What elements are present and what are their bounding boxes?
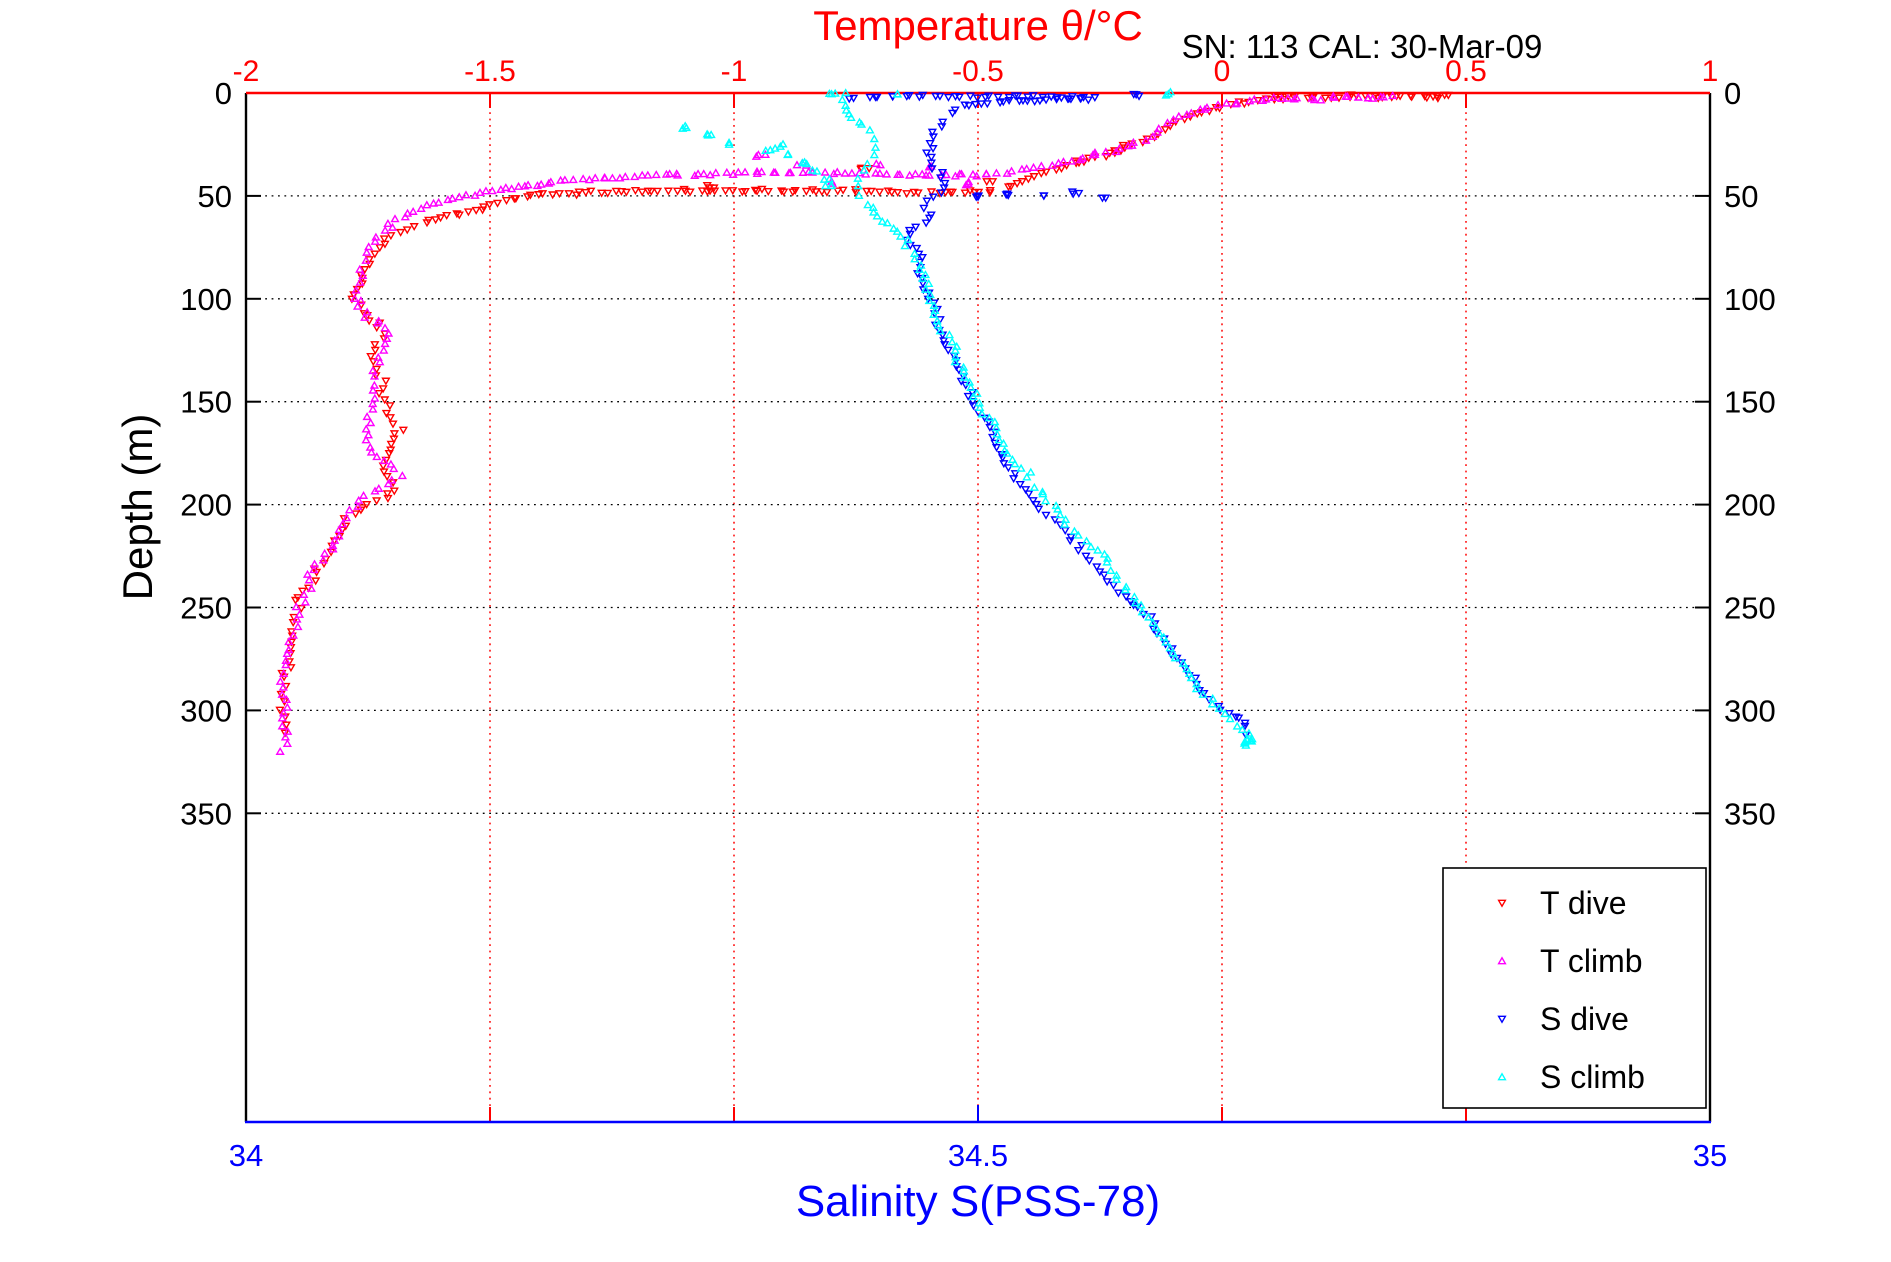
svg-text:0.5: 0.5 [1445,55,1487,88]
svg-text:250: 250 [180,591,232,626]
svg-text:50: 50 [198,179,232,214]
svg-text:100: 100 [1724,282,1776,317]
svg-text:35: 35 [1693,1138,1727,1173]
svg-text:0: 0 [1214,55,1231,88]
svg-text:150: 150 [180,385,232,420]
svg-text:300: 300 [180,693,232,728]
svg-text:200: 200 [180,488,232,523]
legend-box: T dive T climb S dive S climb [1442,867,1707,1109]
svg-text:200: 200 [1724,488,1776,523]
legend-label-t-climb: T climb [1540,943,1643,979]
svg-text:-1.5: -1.5 [464,55,516,88]
chart-title: Temperature θ/°C [813,2,1143,49]
legend-label-s-dive: S dive [1540,1001,1629,1037]
series-t-dive [275,91,1453,738]
gridlines [246,93,1710,1122]
svg-text:34.5: 34.5 [948,1138,1008,1173]
svg-text:350: 350 [1724,796,1776,831]
depth-axis-label: Depth (m) [114,414,161,601]
svg-text:-0.5: -0.5 [952,55,1004,88]
svg-text:-1: -1 [721,55,748,88]
svg-text:100: 100 [180,282,232,317]
svg-text:350: 350 [180,796,232,831]
svg-text:50: 50 [1724,179,1758,214]
svg-text:250: 250 [1724,591,1776,626]
svg-text:-2: -2 [233,55,260,88]
axis-spines [244,91,1712,1124]
legend-label-t-dive: T dive [1540,885,1627,921]
series-s-dive [844,90,1251,740]
data-series [275,87,1453,755]
svg-text:0: 0 [215,76,232,111]
calibration-annotation: SN: 113 CAL: 30-Mar-09 [1182,28,1543,65]
svg-text:150: 150 [1724,385,1776,420]
svg-text:300: 300 [1724,693,1776,728]
svg-text:1: 1 [1702,55,1719,88]
series-s-climb [678,87,1257,749]
series-t-climb [275,91,1398,755]
salinity-axis-label: Salinity S(PSS-78) [796,1177,1160,1226]
legend-label-s-climb: S climb [1540,1059,1645,1095]
svg-text:0: 0 [1724,76,1741,111]
svg-text:34: 34 [229,1138,263,1173]
